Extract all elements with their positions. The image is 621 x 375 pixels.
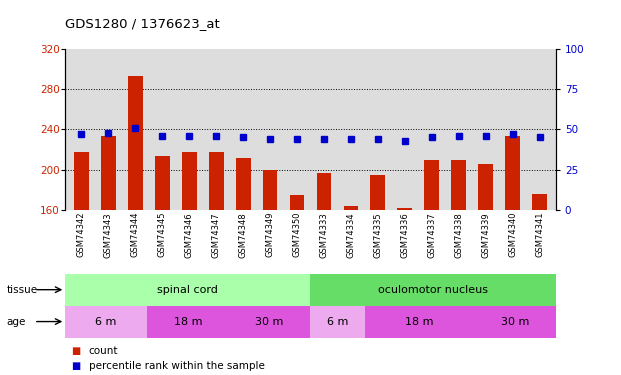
Text: GSM74346: GSM74346 <box>184 212 194 258</box>
Bar <box>371 175 385 210</box>
Bar <box>65 306 147 338</box>
Bar <box>182 152 197 210</box>
Bar <box>474 306 556 338</box>
Text: ■: ■ <box>71 361 81 370</box>
Bar <box>532 194 547 210</box>
Text: GSM74337: GSM74337 <box>427 212 437 258</box>
Text: GSM74349: GSM74349 <box>266 212 274 257</box>
Text: GSM74343: GSM74343 <box>104 212 113 258</box>
Text: GSM74347: GSM74347 <box>212 212 220 258</box>
Bar <box>424 160 439 210</box>
Text: GSM74333: GSM74333 <box>319 212 329 258</box>
Bar <box>236 158 250 210</box>
Bar <box>310 306 365 338</box>
Text: 18 m: 18 m <box>406 316 434 327</box>
Text: GDS1280 / 1376623_at: GDS1280 / 1376623_at <box>65 17 220 30</box>
Text: percentile rank within the sample: percentile rank within the sample <box>89 361 265 370</box>
Bar <box>65 274 310 306</box>
Bar <box>310 274 556 306</box>
Text: GSM74341: GSM74341 <box>535 212 544 257</box>
Text: GSM74350: GSM74350 <box>292 212 302 257</box>
Text: GSM74338: GSM74338 <box>454 212 463 258</box>
Text: 18 m: 18 m <box>174 316 202 327</box>
Text: ■: ■ <box>71 346 81 355</box>
Bar <box>74 152 89 210</box>
Bar <box>128 76 143 210</box>
Bar <box>505 136 520 210</box>
Text: count: count <box>89 346 119 355</box>
Text: GSM74339: GSM74339 <box>481 212 490 258</box>
Text: GSM74336: GSM74336 <box>401 212 409 258</box>
Text: GSM74344: GSM74344 <box>131 212 140 257</box>
Bar <box>155 156 170 210</box>
Bar <box>365 306 474 338</box>
Bar <box>317 173 332 210</box>
Bar <box>209 152 224 210</box>
Bar <box>451 160 466 210</box>
Text: tissue: tissue <box>6 285 37 295</box>
Text: GSM74342: GSM74342 <box>77 212 86 257</box>
Text: oculomotor nucleus: oculomotor nucleus <box>378 285 488 295</box>
Bar <box>101 136 116 210</box>
Bar <box>229 306 310 338</box>
Text: GSM74334: GSM74334 <box>347 212 355 258</box>
Bar <box>263 170 278 210</box>
Text: age: age <box>6 316 25 327</box>
Bar <box>397 208 412 210</box>
Text: 30 m: 30 m <box>255 316 284 327</box>
Text: GSM74335: GSM74335 <box>373 212 383 258</box>
Text: GSM74345: GSM74345 <box>158 212 167 257</box>
Bar <box>147 306 229 338</box>
Text: 30 m: 30 m <box>501 316 529 327</box>
Bar <box>478 164 493 210</box>
Text: GSM74348: GSM74348 <box>238 212 248 258</box>
Text: spinal cord: spinal cord <box>157 285 219 295</box>
Bar <box>343 206 358 210</box>
Text: GSM74340: GSM74340 <box>508 212 517 257</box>
Bar <box>289 195 304 210</box>
Text: 6 m: 6 m <box>327 316 348 327</box>
Text: 6 m: 6 m <box>96 316 117 327</box>
